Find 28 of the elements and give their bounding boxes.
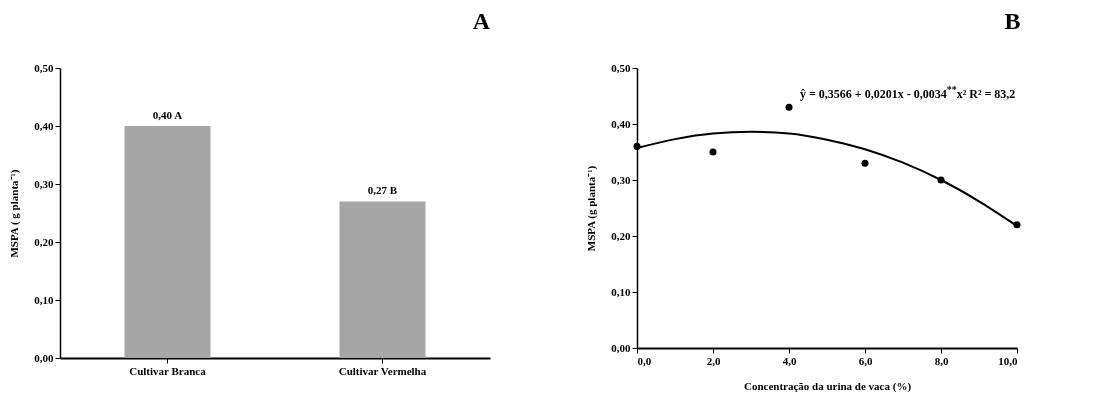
y-tick-label: 0,40 (611, 117, 631, 130)
x-tick-label: Cultivar Vermelha (338, 364, 427, 377)
y-tick-label: 0,20 (611, 229, 631, 242)
y-tick-label: 0,00 (34, 351, 54, 364)
annotation: ŷ = 0,3566 + 0,0201x - 0,0034$^{**}$x² R² = 83,2 (800, 84, 1016, 102)
chart-title: A (472, 8, 491, 34)
x-axis-title: Concentração da urina de vaca (%) (743, 379, 912, 393)
y-tick-label: 0,50 (34, 61, 54, 74)
y-tick-label: 0,00 (611, 341, 631, 354)
x-tick-label: 6,0 (858, 354, 873, 367)
y-tick-label: 0,40 (34, 119, 54, 132)
x-tick-label: 8,0 (934, 354, 949, 367)
chart-title: B (1004, 8, 1021, 34)
y-axis-title: MSPA ( g planta⁻¹) (8, 169, 22, 258)
y-tick-label: 0,30 (34, 177, 54, 190)
data-label: 0,27 B (367, 184, 398, 197)
x-tick-label: Cultivar Branca (129, 364, 207, 377)
data-label: 0,40 A (152, 109, 183, 121)
x-tick-label: 0,0 (637, 354, 652, 367)
y-tick-label: 0,10 (611, 285, 631, 298)
y-tick-label: 0,10 (34, 293, 54, 306)
y-tick-label: 0,20 (34, 235, 54, 248)
y-tick-label: 0,30 (611, 173, 631, 186)
x-tick-label: 4,0 (782, 354, 797, 367)
y-tick-label: 0,50 (611, 61, 631, 74)
y-axis-title: MSPA (g planta⁻¹) (585, 165, 599, 252)
x-tick-label: 10,0 (998, 354, 1018, 367)
x-tick-label: 2,0 (706, 354, 721, 367)
